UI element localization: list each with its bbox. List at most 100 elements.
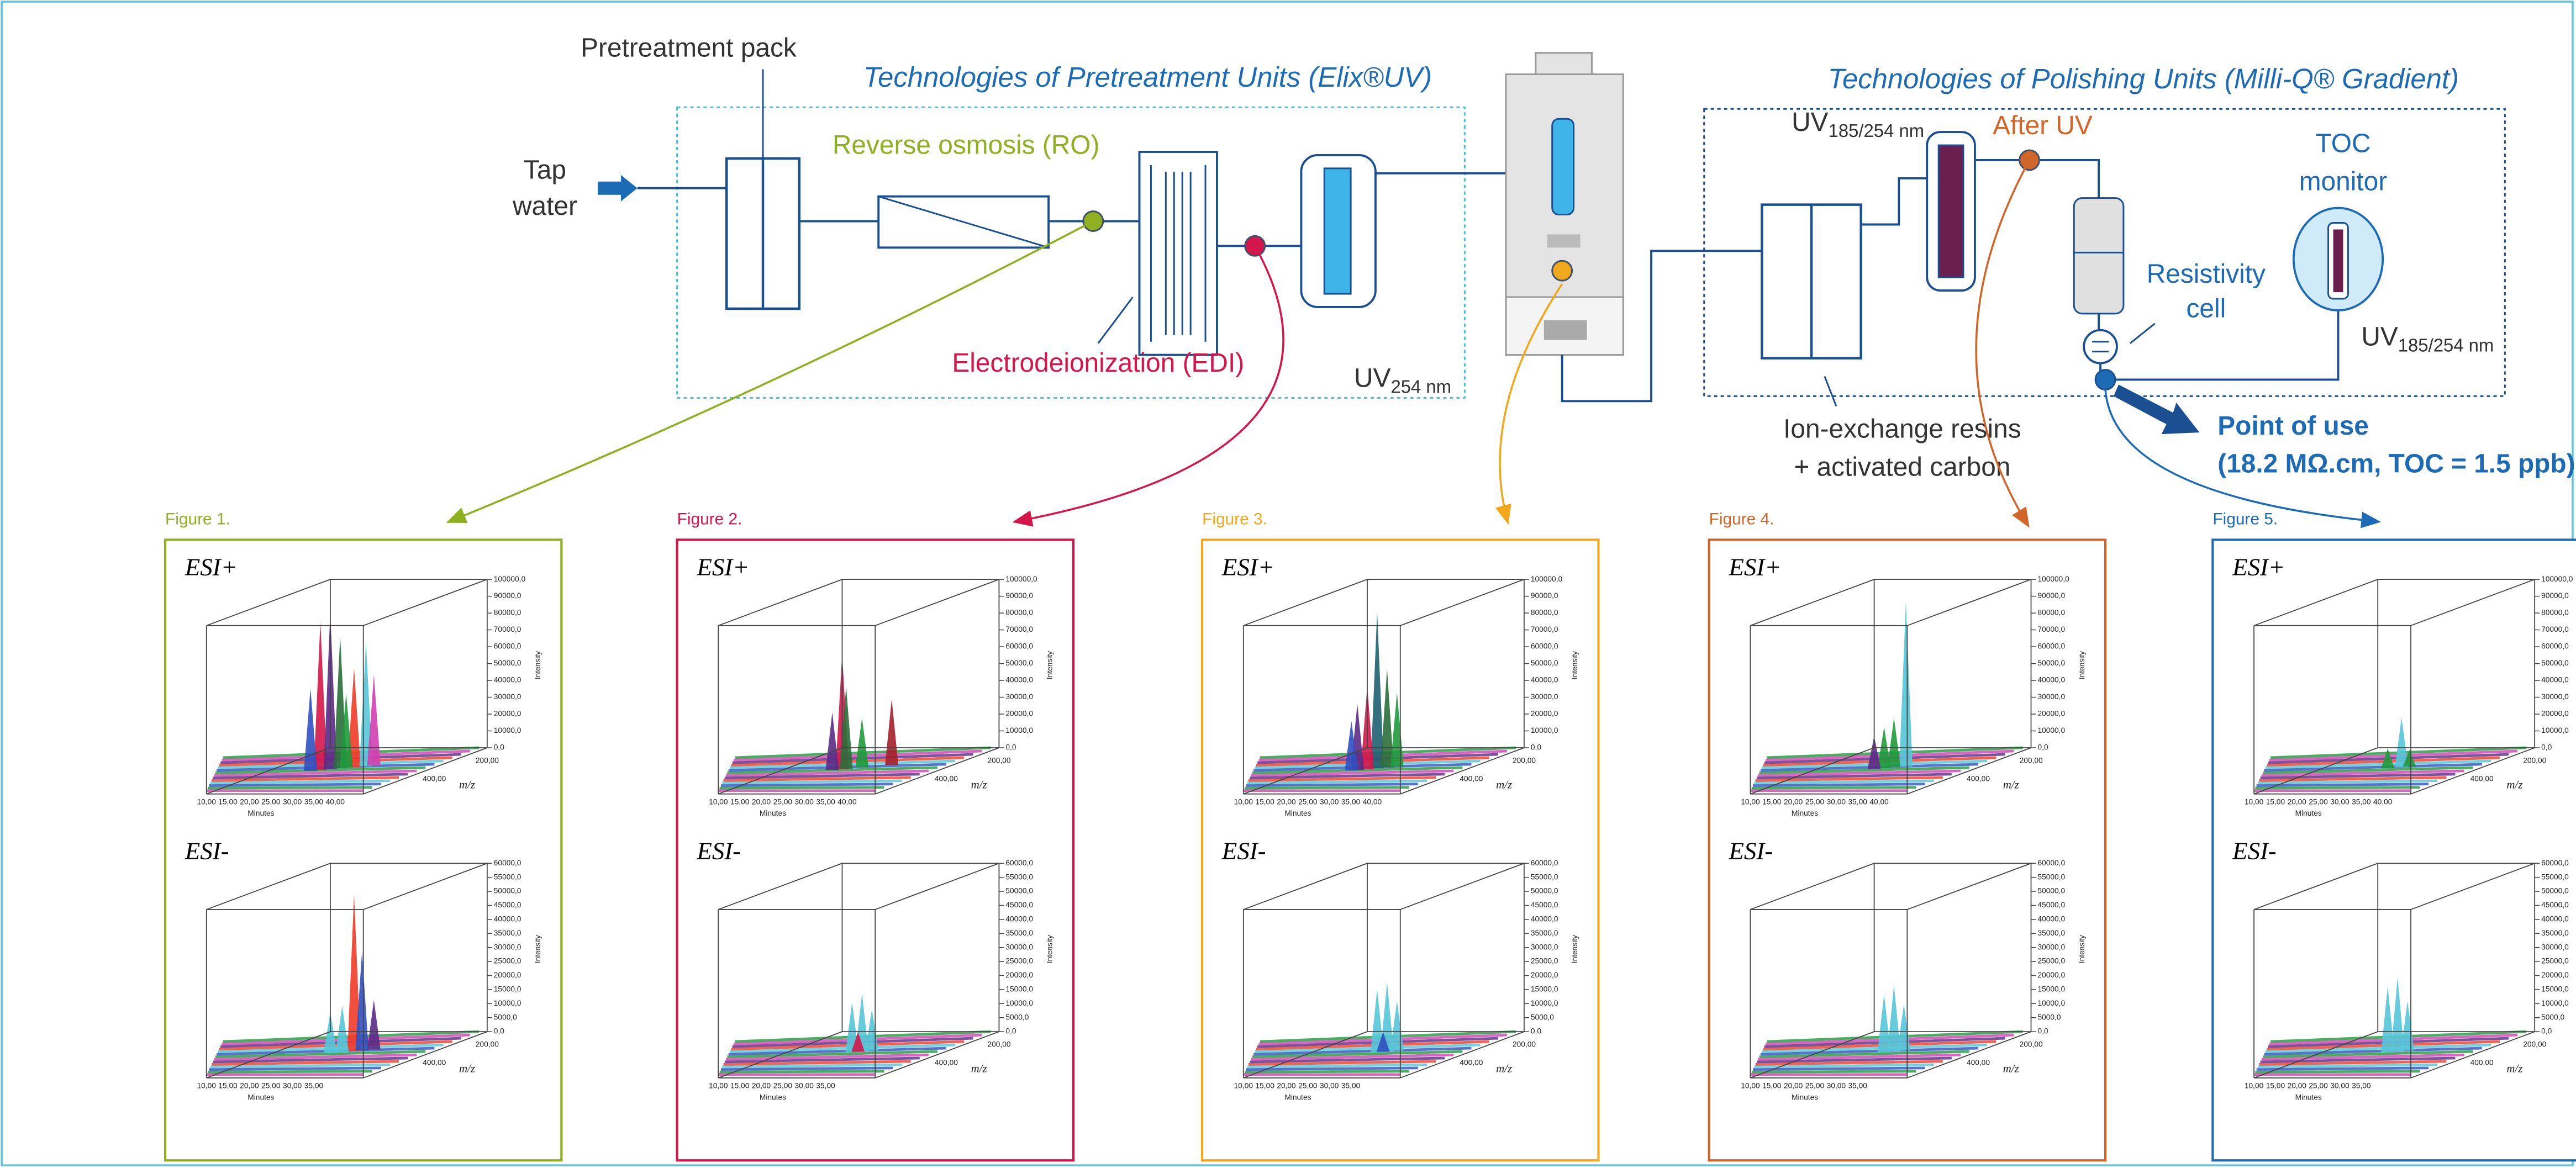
x-axis-label: Minutes (760, 809, 786, 817)
arrow-head (1495, 504, 1511, 525)
intensity-tick-label: 0,0 (2541, 743, 2552, 752)
intensity-tick-label: 20000,0 (1531, 971, 1558, 979)
figure-title: Figure 4. (1709, 510, 1774, 528)
x-axis-label: Minutes (1792, 809, 1818, 817)
z-axis-label: Intensity (534, 935, 542, 963)
minutes-tick-label: 20,00 (752, 797, 771, 806)
intensity-tick-label: 25000,0 (1005, 957, 1033, 965)
intensity-tick-label: 50000,0 (1531, 887, 1558, 895)
minutes-tick-label: 15,00 (2266, 1081, 2285, 1090)
intensity-tick-label: 55000,0 (2037, 873, 2065, 881)
y-axis-label: m/z (459, 778, 475, 791)
intensity-tick-label: 50000,0 (2541, 659, 2569, 667)
intensity-tick-label: 70000,0 (2541, 625, 2569, 633)
intensity-tick-label: 30000,0 (2037, 693, 2065, 701)
minutes-tick-label: 10,00 (197, 1081, 217, 1090)
polishing-title: Technologies of Polishing Units (Milli-Q… (1828, 63, 2459, 94)
intensity-tick-label: 5000,0 (2037, 1013, 2061, 1021)
resistivity-label: cell (2186, 294, 2226, 324)
minutes-tick-label: 40,00 (2373, 797, 2393, 806)
minutes-tick-label: 25,00 (1298, 1081, 1318, 1090)
intensity-tick-label: 80000,0 (2541, 609, 2569, 617)
minutes-tick-label: 35,00 (816, 797, 835, 806)
minutes-tick-label: 15,00 (1762, 1081, 1782, 1090)
intensity-tick-label: 70000,0 (2037, 625, 2065, 633)
intensity-tick-label: 10000,0 (2541, 726, 2569, 734)
spectrum-floor (721, 1068, 893, 1070)
minutes-tick-label: 40,00 (837, 797, 857, 806)
minutes-tick-label: 20,00 (1277, 797, 1296, 806)
minutes-tick-label: 15,00 (1255, 797, 1274, 806)
mz-tick-label: 400,00 (423, 1059, 446, 1067)
intensity-tick-label: 55000,0 (494, 873, 521, 881)
intensity-tick-label: 20000,0 (2037, 971, 2065, 979)
mz-tick-label: 400,00 (2470, 1059, 2494, 1067)
x-axis-label: Minutes (2295, 809, 2322, 817)
intensity-tick-label: 30000,0 (494, 943, 521, 951)
intensity-tick-label: 60000,0 (2037, 859, 2065, 867)
mz-tick-label: 400,00 (2470, 774, 2494, 783)
minutes-tick-label: 40,00 (1869, 797, 1889, 806)
minutes-tick-label: 10,00 (709, 1081, 728, 1090)
minutes-tick-label: 35,00 (1848, 797, 1868, 806)
intensity-tick-label: 50000,0 (494, 659, 521, 667)
intensity-tick-label: 20000,0 (494, 971, 521, 979)
intensity-tick-label: 35000,0 (2541, 929, 2569, 937)
edi-label: Electrodeionization (EDI) (952, 348, 1244, 378)
intensity-tick-label: 0,0 (494, 1027, 504, 1035)
mz-tick-label: 200,00 (2020, 1040, 2043, 1049)
ionization-mode: ESI+ (185, 553, 238, 580)
intensity-tick-label: 100000,0 (1005, 575, 1037, 583)
intensity-tick-label: 50000,0 (2541, 887, 2569, 895)
intensity-tick-label: 50000,0 (1005, 887, 1033, 895)
minutes-tick-label: 30,00 (283, 797, 302, 806)
intensity-tick-label: 20000,0 (494, 710, 521, 718)
minutes-tick-label: 35,00 (304, 797, 324, 806)
unit-tube (1552, 119, 1574, 214)
intensity-tick-label: 25000,0 (1531, 957, 1558, 965)
spectrum-floor (2255, 1071, 2420, 1072)
spectrum-floor (1246, 1068, 1418, 1070)
ionization-mode: ESI- (2232, 837, 2277, 865)
intensity-tick-label: 50000,0 (2037, 659, 2065, 667)
intensity-tick-label: 45000,0 (494, 901, 521, 909)
z-axis-label: Intensity (2078, 935, 2086, 963)
intensity-tick-label: 100000,0 (494, 575, 526, 583)
minutes-tick-label: 10,00 (1234, 1081, 1253, 1090)
intensity-tick-label: 20000,0 (2541, 971, 2569, 979)
minutes-tick-label: 25,00 (1298, 797, 1318, 806)
minutes-tick-label: 30,00 (1827, 1081, 1846, 1090)
intensity-tick-label: 90000,0 (1531, 591, 1558, 600)
intensity-tick-label: 90000,0 (1005, 591, 1033, 600)
intensity-tick-label: 5000,0 (2541, 1013, 2564, 1021)
uv-polishing-label: UV185/254 nm (1792, 108, 1924, 141)
y-axis-label: m/z (1496, 1062, 1512, 1075)
spectrum-floor (1245, 1071, 1409, 1072)
minutes-tick-label: 10,00 (1234, 797, 1253, 806)
spectrum-floor (2257, 1068, 2429, 1070)
y-axis-label: m/z (2506, 778, 2522, 791)
intensity-tick-label: 20000,0 (1005, 710, 1033, 718)
intensity-tick-label: 10000,0 (1005, 999, 1033, 1007)
point-of-use-label: (18.2 MΩ.cm, TOC = 1.5 ppb) (2217, 450, 2575, 479)
intensity-tick-label: 50000,0 (494, 887, 521, 895)
intensity-tick-label: 10000,0 (1005, 726, 1033, 734)
minutes-tick-label: 20,00 (2288, 1081, 2307, 1090)
minutes-tick-label: 10,00 (2245, 797, 2264, 806)
intensity-tick-label: 10000,0 (2037, 726, 2065, 734)
intensity-tick-label: 55000,0 (1005, 873, 1033, 881)
intensity-tick-label: 70000,0 (1531, 625, 1558, 633)
intensity-tick-label: 50000,0 (1005, 659, 1033, 667)
spectrum-floor (1246, 784, 1418, 786)
intensity-tick-label: 30000,0 (1531, 943, 1558, 951)
minutes-tick-label: 40,00 (1363, 797, 1382, 806)
toc-tube (2333, 229, 2343, 292)
uv-tube (1938, 145, 1963, 277)
intensity-tick-label: 15000,0 (1531, 985, 1558, 993)
ionization-mode: ESI+ (1221, 553, 1274, 580)
spectrum-floor (1753, 784, 1925, 786)
intensity-tick-label: 20000,0 (2037, 710, 2065, 718)
pretreatment-title: Technologies of Pretreatment Units (Elix… (863, 61, 1432, 93)
minutes-tick-label: 40,00 (326, 797, 345, 806)
ionization-mode: ESI- (185, 837, 229, 865)
